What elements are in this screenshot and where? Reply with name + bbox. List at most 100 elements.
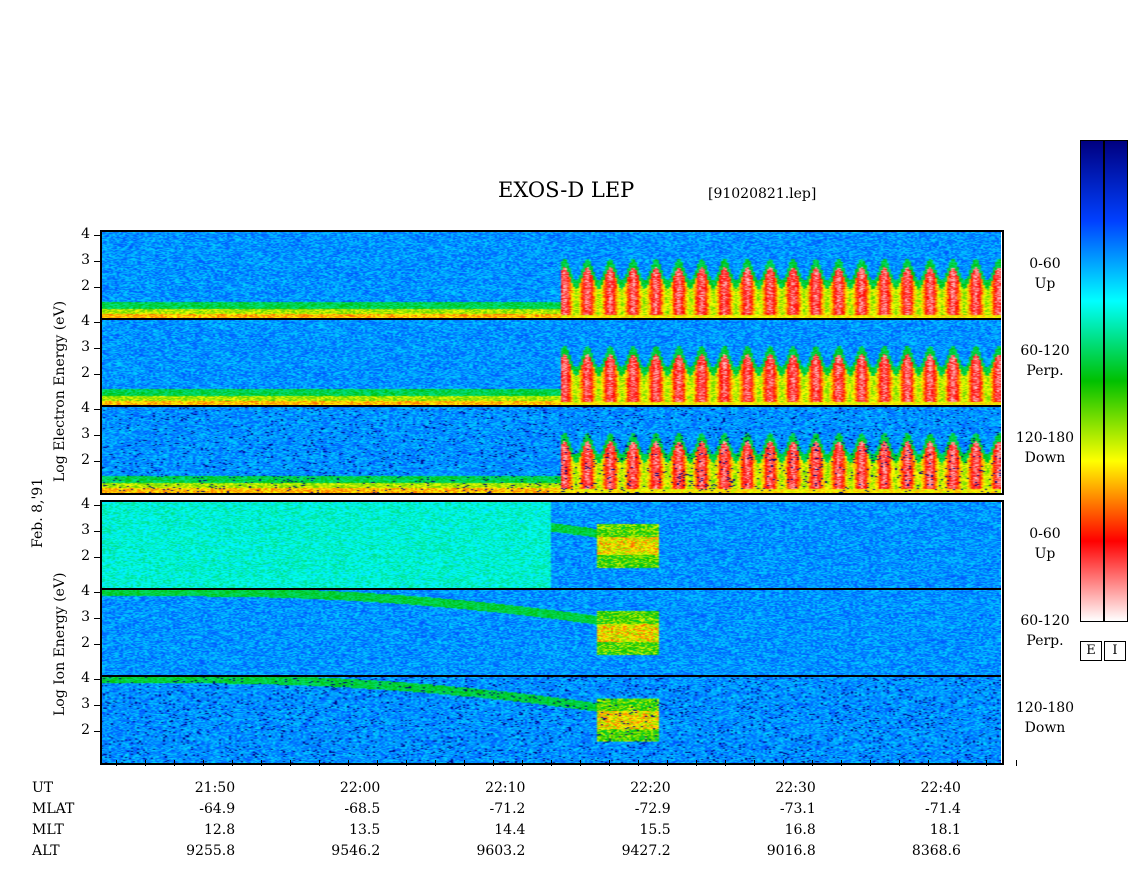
panel-label: 60-120 Perp.	[1010, 611, 1080, 651]
axis-row-header: MLAT	[32, 801, 75, 817]
heatmap-ion-up	[101, 502, 1001, 589]
y-tick-mark	[94, 374, 101, 376]
axis-row-value: 13.5	[349, 822, 381, 838]
x-minor-tick	[754, 760, 756, 766]
axis-row-value: 12.8	[203, 822, 236, 838]
panel-ion-up	[101, 502, 1001, 589]
pitch-angle-label: 120-180	[1015, 700, 1075, 716]
axis-row-value: -64.9	[199, 801, 236, 817]
panel-ion-down	[101, 676, 1001, 763]
y-tick-mark	[94, 321, 101, 323]
x-minor-tick	[376, 760, 378, 766]
panel-label: 120-180 Down	[1010, 698, 1080, 738]
panel-divider	[101, 405, 1001, 407]
panel-label: 0-60 Up	[1010, 524, 1080, 564]
heatmap-electron-down	[101, 406, 1001, 493]
y-tick-mark	[94, 504, 101, 506]
axis-row-value: 15.5	[639, 822, 671, 838]
pitch-angle-label: 60-120	[1020, 613, 1070, 629]
y-tick-label: 3	[81, 426, 90, 442]
axis-row-value: 9603.2	[476, 843, 526, 859]
x-minor-tick	[986, 760, 988, 766]
panel-divider	[101, 675, 1001, 677]
panel-label: 60-120 Perp.	[1010, 341, 1080, 381]
direction-label: Up	[1034, 546, 1056, 562]
y-tick-label: 4	[81, 312, 90, 329]
y-tick-mark	[94, 644, 101, 646]
pitch-angle-label: 60-120	[1020, 343, 1070, 359]
y-tick-mark	[94, 591, 101, 593]
x-minor-tick	[638, 760, 640, 766]
x-minor-tick	[318, 760, 320, 766]
axis-row-header: UT	[32, 780, 54, 796]
y-tick-label: 2	[81, 548, 90, 565]
colorbar-ion	[1104, 140, 1128, 622]
heatmap-ion-perp	[101, 589, 1001, 676]
x-minor-tick	[347, 760, 349, 766]
panel-divider	[101, 318, 1001, 320]
x-minor-tick	[957, 760, 959, 766]
axis-row-value: 22:10	[485, 780, 526, 796]
chart-title: EXOS-D LEP	[498, 178, 635, 202]
y-tick-label: 4	[81, 399, 90, 416]
x-minor-tick	[899, 760, 901, 766]
direction-label: Down	[1024, 720, 1066, 736]
y-tick-label: 3	[81, 696, 90, 712]
axis-row-value: 14.4	[494, 822, 526, 838]
axis-row-value: -71.4	[925, 801, 961, 817]
colorbar-label-i: I	[1104, 641, 1126, 661]
y-tick-label: 3	[81, 522, 90, 538]
colorbar-electron	[1080, 140, 1104, 622]
x-minor-tick	[696, 760, 698, 766]
panel-electron-down	[101, 406, 1001, 493]
axis-row-value: -68.5	[344, 801, 381, 817]
y-tick-label: 3	[81, 339, 90, 355]
axis-row-value: -72.9	[634, 801, 671, 817]
y-tick-mark	[94, 435, 101, 436]
panel-label: 0-60 Up	[1010, 254, 1080, 294]
y-tick-label: 2	[81, 365, 90, 382]
y-tick-label: 2	[81, 722, 90, 739]
x-minor-tick	[725, 760, 727, 766]
y-tick-mark	[94, 348, 101, 349]
heatmap-electron-perp	[101, 319, 1001, 406]
axis-row-value: 9016.8	[766, 843, 816, 859]
y-tick-label: 2	[81, 635, 90, 652]
x-minor-tick	[231, 760, 233, 766]
axis-row-value: -73.1	[779, 801, 816, 817]
panel-label: 120-180 Down	[1010, 428, 1080, 468]
x-minor-tick	[928, 760, 930, 766]
y-tick-label: 4	[81, 225, 90, 242]
y-tick-mark	[94, 234, 101, 236]
x-minor-tick	[841, 760, 843, 766]
axis-row-value: 21:50	[194, 780, 236, 796]
x-minor-tick	[115, 760, 117, 766]
direction-label: Perp.	[1026, 363, 1064, 379]
panel-ion-perp	[101, 589, 1001, 676]
axis-row-value: 9546.2	[331, 843, 381, 859]
y-tick-mark	[94, 531, 101, 532]
date-label: Feb. 8,'91	[30, 477, 46, 548]
y-tick-label: 3	[81, 609, 90, 625]
ion-axis-label: Log Ion Energy (eV)	[52, 572, 68, 716]
axis-row-header: ALT	[32, 843, 60, 859]
x-minor-tick	[783, 760, 785, 766]
y-tick-label: 4	[81, 669, 90, 686]
pitch-angle-label: 0-60	[1029, 526, 1061, 542]
pitch-angle-label: 0-60	[1029, 256, 1061, 272]
x-minor-tick	[492, 760, 494, 766]
pitch-angle-label: 120-180	[1015, 430, 1075, 446]
x-minor-tick	[667, 760, 669, 766]
axis-row-value: 22:30	[775, 780, 816, 796]
axis-row-value: 8368.6	[911, 843, 961, 859]
y-tick-mark	[94, 287, 101, 289]
y-tick-label: 2	[81, 452, 90, 469]
axis-row-header: MLT	[32, 822, 64, 838]
x-minor-tick	[870, 760, 872, 766]
y-tick-label: 4	[81, 495, 90, 512]
y-tick-mark	[94, 557, 101, 559]
axis-row-value: 9427.2	[621, 843, 671, 859]
heatmap-ion-down	[101, 676, 1001, 763]
x-minor-tick	[289, 760, 291, 766]
x-minor-tick	[173, 760, 175, 766]
